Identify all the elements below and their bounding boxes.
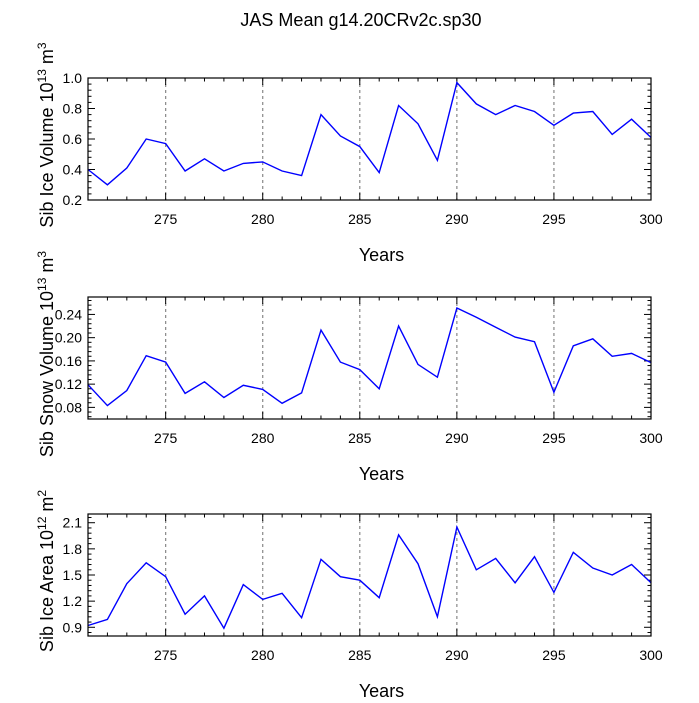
x-tick-label: 290: [445, 430, 469, 446]
x-tick-label: 290: [445, 211, 469, 227]
y-tick-label: 0.2: [63, 192, 83, 208]
y-axis-label-part: m: [37, 497, 57, 517]
x-axis-label: Years: [359, 464, 404, 484]
x-tick-label: 275: [154, 647, 178, 663]
y-axis-label: Sib Ice Area 1012 m2: [35, 490, 57, 652]
x-tick-label: 295: [542, 211, 566, 227]
y-axis-label-part: 3: [35, 42, 49, 49]
y-axis-label: Sib Snow Volume 1013 m3: [35, 251, 57, 457]
y-tick-label: 1.0: [63, 70, 83, 86]
plot-frame: [87, 296, 652, 420]
y-tick-label: 0.6: [63, 131, 83, 147]
series-line: [87, 81, 652, 186]
x-tick-label: 280: [251, 211, 275, 227]
plot-frame: [87, 513, 652, 637]
x-tick-label: 280: [251, 647, 275, 663]
plot-frame: [87, 77, 652, 201]
y-tick-label: 0.16: [55, 353, 82, 369]
series-line: [87, 524, 652, 630]
y-tick-label: 1.2: [63, 593, 83, 609]
x-tick-label: 300: [639, 211, 663, 227]
y-tick-label: 0.4: [63, 162, 83, 178]
x-tick-label: 300: [639, 430, 663, 446]
y-tick-label: 1.8: [63, 541, 83, 557]
x-tick-label: 285: [348, 211, 372, 227]
y-axis-label-part: Sib Ice Volume 10: [37, 82, 57, 227]
y-axis-label-part: 3: [35, 251, 49, 258]
y-tick-label: 0.12: [55, 376, 82, 392]
y-axis-label-part: 13: [35, 69, 49, 83]
y-tick-label: 1.5: [63, 567, 83, 583]
x-tick-label: 275: [154, 211, 178, 227]
panel-1: 275 280 285 290 295 300 0.2 0.4 0.6 0.8 1.0 Years Si…: [35, 42, 663, 265]
x-tick-label: 285: [348, 647, 372, 663]
y-axis-label-part: m: [37, 258, 57, 278]
y-axis-label-part: 2: [35, 490, 49, 497]
series-line: [87, 307, 652, 407]
x-tick-label: 295: [542, 430, 566, 446]
x-tick-label: 280: [251, 430, 275, 446]
y-axis-label-part: Sib Snow Volume 10: [37, 291, 57, 457]
y-tick-label: 0.8: [63, 101, 83, 117]
x-axis-label: Years: [359, 245, 404, 265]
y-tick-label: 0.24: [55, 306, 82, 322]
y-axis-label-part: m: [37, 49, 57, 69]
y-tick-label: 0.20: [55, 330, 82, 346]
y-tick-label: 0.9: [63, 619, 83, 635]
y-axis-label-part: 12: [35, 516, 49, 530]
x-axis-label: Years: [359, 681, 404, 698]
x-tick-label: 275: [154, 430, 178, 446]
panel-2: 275 280 285 290 295 300 0.08 0.12 0.16 0.20 0.24 Ye…: [35, 251, 663, 484]
x-tick-label: 295: [542, 647, 566, 663]
x-tick-label: 300: [639, 647, 663, 663]
y-axis-label-part: 13: [35, 277, 49, 291]
y-axis-label-part: Sib Ice Area 10: [37, 530, 57, 652]
chart-title: JAS Mean g14.20CRv2c.sp30: [240, 10, 481, 30]
x-tick-label: 285: [348, 430, 372, 446]
x-tick-label: 290: [445, 647, 469, 663]
y-tick-label: 0.08: [55, 399, 82, 415]
panel-3: 275 280 285 290 295 300 0.9 1.2 1.5 1.8 2.1 Years Si…: [35, 490, 663, 701]
y-axis-label: Sib Ice Volume 1013 m3: [35, 42, 57, 227]
y-tick-label: 2.1: [63, 515, 83, 531]
